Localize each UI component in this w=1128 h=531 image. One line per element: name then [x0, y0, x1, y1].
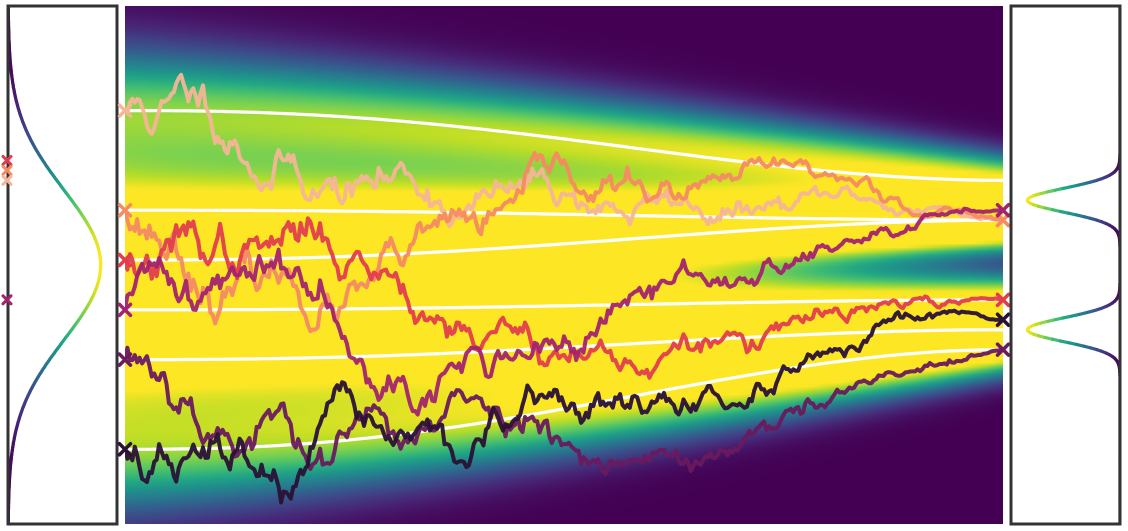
trajectory-end-marker	[995, 202, 1011, 218]
left-start-marker	[1, 174, 13, 186]
left-start-marker	[1, 164, 13, 176]
mode-path	[125, 208, 1003, 222]
trajectory-line	[125, 72, 1003, 229]
left-panel-background	[8, 6, 117, 524]
trajectory-line	[125, 308, 1003, 505]
trajectory-end-marker	[995, 212, 1011, 228]
trajectory-line	[125, 151, 1003, 334]
left-panel-frame	[6, 4, 119, 526]
right-marginal-panel	[1009, 4, 1122, 526]
trajectory-start-marker	[117, 103, 133, 118]
trajectory-line	[125, 206, 1003, 417]
trajectory-line	[125, 345, 1003, 476]
left-marginal-panel	[1, 4, 119, 526]
trajectory-start-marker	[117, 252, 133, 268]
trajectory-end-marker	[995, 342, 1011, 357]
trajectory-end-marker	[995, 292, 1011, 308]
trajectory-start-marker	[117, 302, 133, 318]
trajectory-end-marker	[995, 312, 1011, 328]
mode-path	[125, 109, 1003, 182]
left-start-marker	[1, 154, 13, 166]
trajectories	[125, 72, 1003, 505]
mode-path	[125, 328, 1003, 362]
trajectory-line	[125, 216, 1003, 380]
left-start-marker	[1, 294, 13, 306]
trajectory-start-marker	[117, 202, 133, 218]
trajectory-start-marker	[117, 352, 133, 367]
trajectory-start-marker	[117, 442, 133, 457]
left-start-markers	[1, 154, 13, 306]
right-panel-background	[1011, 6, 1120, 524]
right-panel-frame	[1009, 4, 1122, 526]
trajectory-start-markers	[117, 103, 1011, 457]
mode-path	[125, 298, 1003, 312]
center-heatmap-panel	[117, 6, 1011, 524]
